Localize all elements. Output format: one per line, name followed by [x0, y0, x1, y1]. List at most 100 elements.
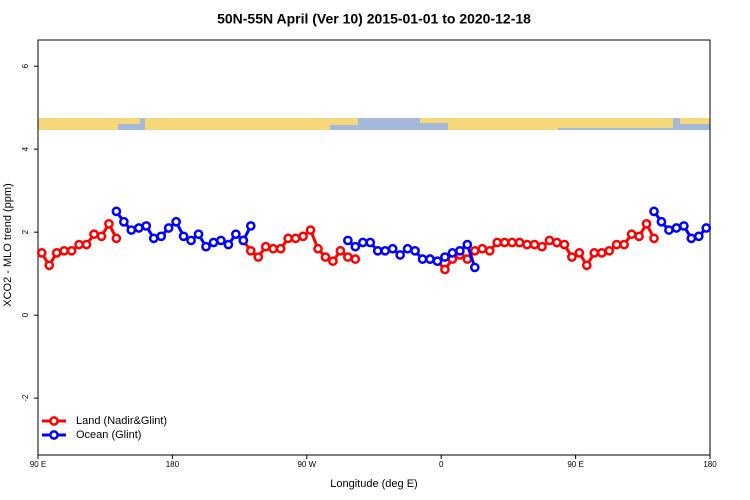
- data-point: [44, 260, 55, 271]
- data-point: [469, 245, 480, 256]
- data-point: [432, 256, 443, 267]
- data-point: [380, 245, 391, 256]
- data-point: [619, 239, 629, 250]
- data-point: [484, 245, 495, 256]
- data-point: [529, 239, 540, 250]
- data-point: [141, 221, 152, 231]
- data-point: [51, 248, 62, 258]
- data-point: [223, 239, 234, 250]
- data-point: [111, 233, 122, 244]
- data-point: [231, 229, 241, 240]
- data-point: [634, 231, 644, 242]
- data-point: [559, 239, 570, 250]
- data-point: [260, 241, 271, 252]
- legend-label: Land (Nadir&Glint): [76, 415, 167, 427]
- data-point: [492, 237, 503, 248]
- data-point: [89, 229, 99, 240]
- data-point: [335, 245, 346, 256]
- x-tick-label: 90 E: [567, 460, 583, 469]
- data-point: [626, 229, 637, 240]
- data-point: [320, 252, 331, 262]
- y-tick-label: 6: [21, 63, 30, 68]
- data-point: [111, 206, 122, 217]
- legend-marker: [49, 430, 59, 440]
- y-tick-label: 4: [21, 146, 30, 151]
- data-point: [268, 243, 279, 254]
- x-tick-label: 90 E: [30, 460, 46, 469]
- data-point: [238, 235, 249, 246]
- data-point: [156, 231, 167, 242]
- data-point: [679, 221, 689, 231]
- y-tick-label: 2: [21, 229, 30, 234]
- data-point: [208, 237, 219, 248]
- data-point: [656, 216, 667, 227]
- data-point: [126, 225, 137, 235]
- data-point: [104, 218, 114, 229]
- data-point: [544, 235, 555, 246]
- data-point: [283, 233, 293, 244]
- data-point: [275, 243, 286, 254]
- data-point: [701, 223, 712, 233]
- data-point: [357, 237, 368, 248]
- x-tick-label: 180: [166, 460, 180, 469]
- data-point: [552, 237, 562, 248]
- data-point: [193, 229, 204, 240]
- data-point: [59, 245, 69, 256]
- data-point: [417, 254, 428, 264]
- data-point: [171, 216, 181, 227]
- data-point: [372, 245, 383, 256]
- data-point: [216, 235, 226, 246]
- data-point: [133, 223, 144, 233]
- x-axis-label: Longitude (deg E): [330, 478, 417, 490]
- data-point: [343, 252, 353, 262]
- data-point: [499, 237, 510, 248]
- y-tick-label: 0: [21, 312, 30, 317]
- data-point: [290, 233, 301, 244]
- data-point: [522, 239, 532, 250]
- legend-marker: [49, 416, 59, 426]
- data-point: [74, 239, 84, 250]
- data-point: [96, 231, 107, 242]
- data-point: [671, 223, 682, 233]
- data-point: [686, 233, 697, 244]
- plot-frame: [37, 39, 711, 456]
- data-point: [186, 235, 196, 246]
- series-line: [115, 210, 708, 268]
- data-point: [178, 231, 189, 242]
- data-point: [119, 216, 129, 227]
- data-point: [604, 245, 615, 256]
- data-point: [402, 243, 413, 254]
- y-axis-label: XCO2 - MLO trend (ppm): [2, 183, 14, 306]
- data-point: [395, 250, 405, 260]
- data-point: [365, 237, 376, 248]
- data-point: [574, 248, 585, 258]
- data-point: [440, 252, 450, 262]
- chart-title: 50N-55N April (Ver 10) 2015-01-01 to 202…: [217, 11, 531, 27]
- data-point: [649, 206, 659, 217]
- data-point: [477, 243, 488, 254]
- data-point: [567, 252, 577, 262]
- data-point: [201, 241, 211, 252]
- data-point: [81, 239, 92, 250]
- data-point: [253, 252, 264, 262]
- x-tick-label: 90 W: [297, 460, 316, 469]
- x-tick-label: 180: [703, 460, 717, 469]
- data-point: [410, 245, 420, 256]
- data-point: [245, 245, 256, 256]
- data-point: [298, 231, 308, 242]
- data-point: [387, 243, 398, 254]
- data-point: [328, 256, 338, 267]
- data-point: [447, 248, 458, 258]
- data-point: [148, 233, 159, 244]
- data-point: [596, 248, 607, 258]
- data-point: [245, 221, 256, 231]
- data-point: [664, 225, 674, 235]
- data-point: [455, 245, 465, 256]
- map-strip: [38, 118, 710, 130]
- data-point: [440, 264, 450, 275]
- data-point: [589, 248, 600, 258]
- data-point: [462, 239, 473, 250]
- data-point: [537, 241, 547, 252]
- data-point: [343, 235, 353, 246]
